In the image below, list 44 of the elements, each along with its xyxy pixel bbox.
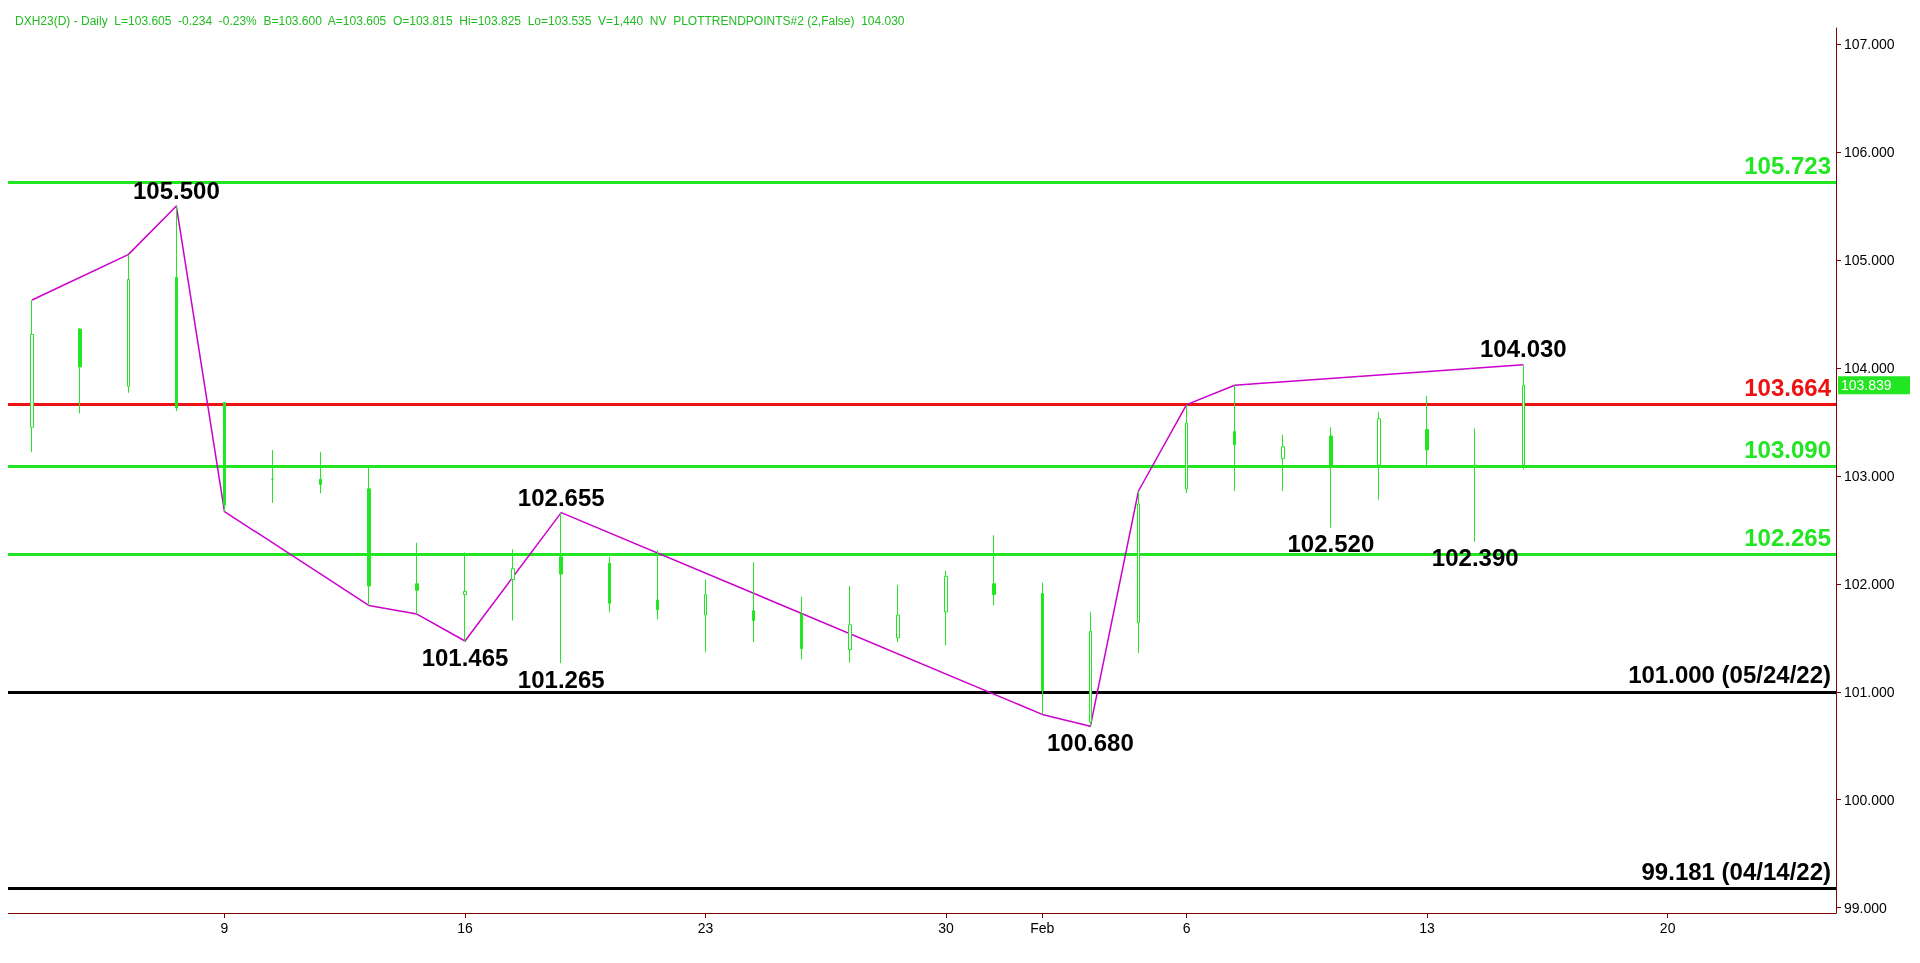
ref-line-label: 103.664 xyxy=(1744,374,1832,402)
candlestick xyxy=(30,299,34,453)
ref-line-label: 103.090 xyxy=(1744,435,1831,463)
x-tick-label: 6 xyxy=(1182,920,1191,936)
y-tick-label: 105.000 xyxy=(1844,252,1895,269)
x-tick-label: 16 xyxy=(457,920,473,936)
candlestick xyxy=(1089,611,1092,727)
candlestick xyxy=(78,327,82,414)
ref-line-label: 101.000 (05/24/22) xyxy=(1628,661,1831,689)
x-tick-label: 30 xyxy=(938,920,955,936)
annotation: 102.520 xyxy=(1287,530,1375,558)
y-tick-label: 106.000 xyxy=(1844,144,1895,161)
candlestick xyxy=(752,561,755,643)
x-tick-label: 9 xyxy=(220,920,229,936)
candlestick xyxy=(1041,582,1044,715)
annotation: 105.500 xyxy=(132,176,220,204)
candlestick xyxy=(848,585,852,664)
ref-line-label: 102.265 xyxy=(1744,524,1831,552)
ref-line-label: 99.181 (04/14/22) xyxy=(1641,857,1831,885)
annotation: 101.465 xyxy=(421,644,509,672)
y-tick-label: 99.000 xyxy=(1844,899,1888,916)
annotation: 102.655 xyxy=(517,483,605,511)
chart-title: DXH23(D) - Daily L=103.605 -0.234 -0.23% B=103.600 A=103.605 O=103.815 Hi=103.825 Lo=103.535 V=1,440 NV PLOTTRENDPOINTS#2 (2,False) 104.030 xyxy=(15,14,905,28)
candlestick xyxy=(800,596,803,660)
y-tick-label: 100.000 xyxy=(1844,791,1895,808)
y-tick-label: 107.000 xyxy=(1844,36,1895,53)
y-tick-label: 103.000 xyxy=(1844,467,1895,484)
annotation: 104.030 xyxy=(1479,335,1567,363)
x-tick-label: 13 xyxy=(1419,920,1436,936)
candlestick xyxy=(127,254,130,394)
y-tick-label: 101.000 xyxy=(1844,683,1895,700)
x-tick-label: Feb xyxy=(1030,920,1055,936)
ref-line-label: 105.723 xyxy=(1744,151,1831,179)
y-tick-label: 104.000 xyxy=(1844,359,1895,376)
candlestick xyxy=(896,584,900,643)
candlestick xyxy=(175,205,178,412)
y-tick-label: 102.000 xyxy=(1844,575,1895,592)
x-tick-label: 20 xyxy=(1659,920,1676,936)
candlestick xyxy=(704,579,707,653)
annotation: 100.680 xyxy=(1046,728,1134,756)
x-tick-label: 23 xyxy=(697,920,714,936)
candlestick xyxy=(944,570,948,646)
annotation: 101.265 xyxy=(517,665,605,693)
text: 103.839 xyxy=(1841,377,1892,394)
